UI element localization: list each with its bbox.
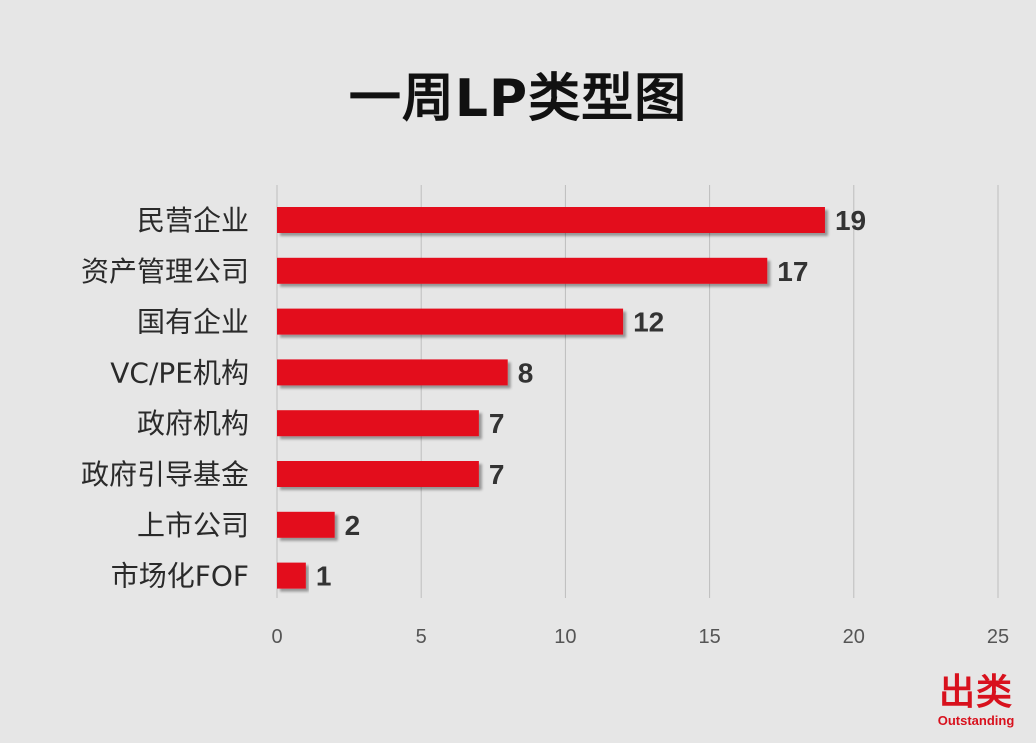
logo-text: 出类 <box>938 672 1013 713</box>
bars <box>277 207 825 589</box>
logo-subtext: Outstanding <box>937 713 1015 728</box>
category-label: 政府引导基金 <box>81 458 249 491</box>
bar <box>277 461 479 487</box>
x-axis-ticks: 0 5 10 15 20 25 <box>271 626 1009 648</box>
bar <box>277 359 508 386</box>
x-tick-label: 25 <box>987 626 1009 648</box>
category-label: 市场化FOF <box>111 560 249 593</box>
data-label: 1 <box>316 561 332 592</box>
chart-title: 一周LP类型图 <box>348 69 688 129</box>
bar <box>277 511 335 538</box>
data-label: 12 <box>633 307 664 338</box>
x-tick-label: 10 <box>554 626 576 648</box>
bar <box>277 308 624 335</box>
brand-logo: 出类 Outstanding <box>928 673 1024 729</box>
data-label: 7 <box>489 408 505 439</box>
bar <box>277 257 768 284</box>
bar <box>277 410 479 437</box>
category-label: 国有企业 <box>137 306 249 339</box>
category-label: 上市公司 <box>137 509 249 542</box>
x-tick-label: 20 <box>843 626 865 648</box>
category-label: 资产管理公司 <box>81 255 249 288</box>
x-tick-label: 0 <box>271 626 282 648</box>
data-label: 2 <box>345 510 361 541</box>
bar <box>277 207 825 233</box>
x-tick-label: 5 <box>416 626 427 648</box>
data-label: 8 <box>518 357 534 388</box>
x-tick-label: 15 <box>698 626 720 648</box>
gridlines <box>276 185 999 598</box>
category-label: 民营企业 <box>137 204 249 237</box>
category-label: VC/PE机构 <box>110 356 249 389</box>
data-label: 7 <box>489 459 505 490</box>
data-label: 17 <box>777 256 808 287</box>
category-label: 政府机构 <box>137 407 249 440</box>
bar <box>277 562 306 589</box>
data-label: 19 <box>835 205 866 236</box>
